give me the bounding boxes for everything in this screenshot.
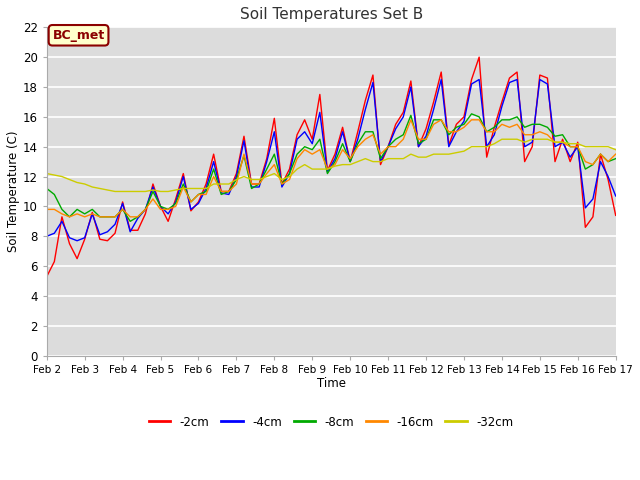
X-axis label: Time: Time [317, 377, 346, 390]
Y-axis label: Soil Temperature (C): Soil Temperature (C) [7, 131, 20, 252]
Text: BC_met: BC_met [52, 29, 105, 42]
Title: Soil Temperatures Set B: Soil Temperatures Set B [239, 7, 423, 22]
Legend: -2cm, -4cm, -8cm, -16cm, -32cm: -2cm, -4cm, -8cm, -16cm, -32cm [145, 411, 518, 433]
